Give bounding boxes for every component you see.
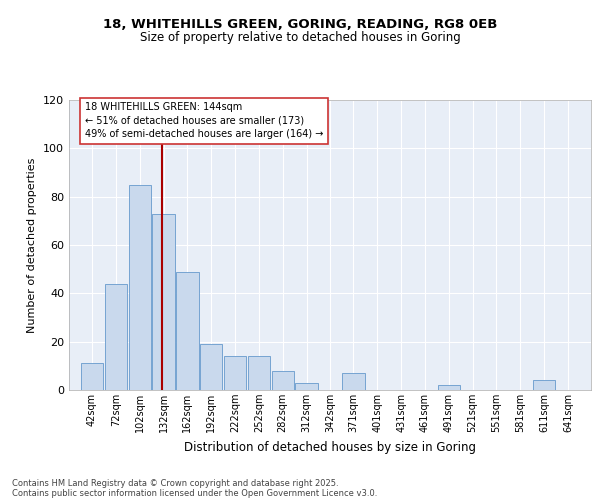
Y-axis label: Number of detached properties: Number of detached properties	[28, 158, 37, 332]
Bar	[295, 383, 317, 390]
Text: Contains public sector information licensed under the Open Government Licence v3: Contains public sector information licen…	[12, 488, 377, 498]
Bar	[176, 272, 199, 390]
Bar	[533, 380, 555, 390]
Bar	[224, 356, 246, 390]
Bar	[81, 364, 103, 390]
Bar	[343, 373, 365, 390]
Text: Contains HM Land Registry data © Crown copyright and database right 2025.: Contains HM Land Registry data © Crown c…	[12, 478, 338, 488]
Bar	[152, 214, 175, 390]
Bar	[105, 284, 127, 390]
Bar	[437, 385, 460, 390]
Text: Size of property relative to detached houses in Goring: Size of property relative to detached ho…	[140, 31, 460, 44]
Bar	[200, 344, 223, 390]
Bar	[272, 370, 294, 390]
X-axis label: Distribution of detached houses by size in Goring: Distribution of detached houses by size …	[184, 440, 476, 454]
Bar	[128, 184, 151, 390]
Text: 18 WHITEHILLS GREEN: 144sqm
← 51% of detached houses are smaller (173)
49% of se: 18 WHITEHILLS GREEN: 144sqm ← 51% of det…	[85, 102, 323, 139]
Bar	[248, 356, 270, 390]
Text: 18, WHITEHILLS GREEN, GORING, READING, RG8 0EB: 18, WHITEHILLS GREEN, GORING, READING, R…	[103, 18, 497, 30]
